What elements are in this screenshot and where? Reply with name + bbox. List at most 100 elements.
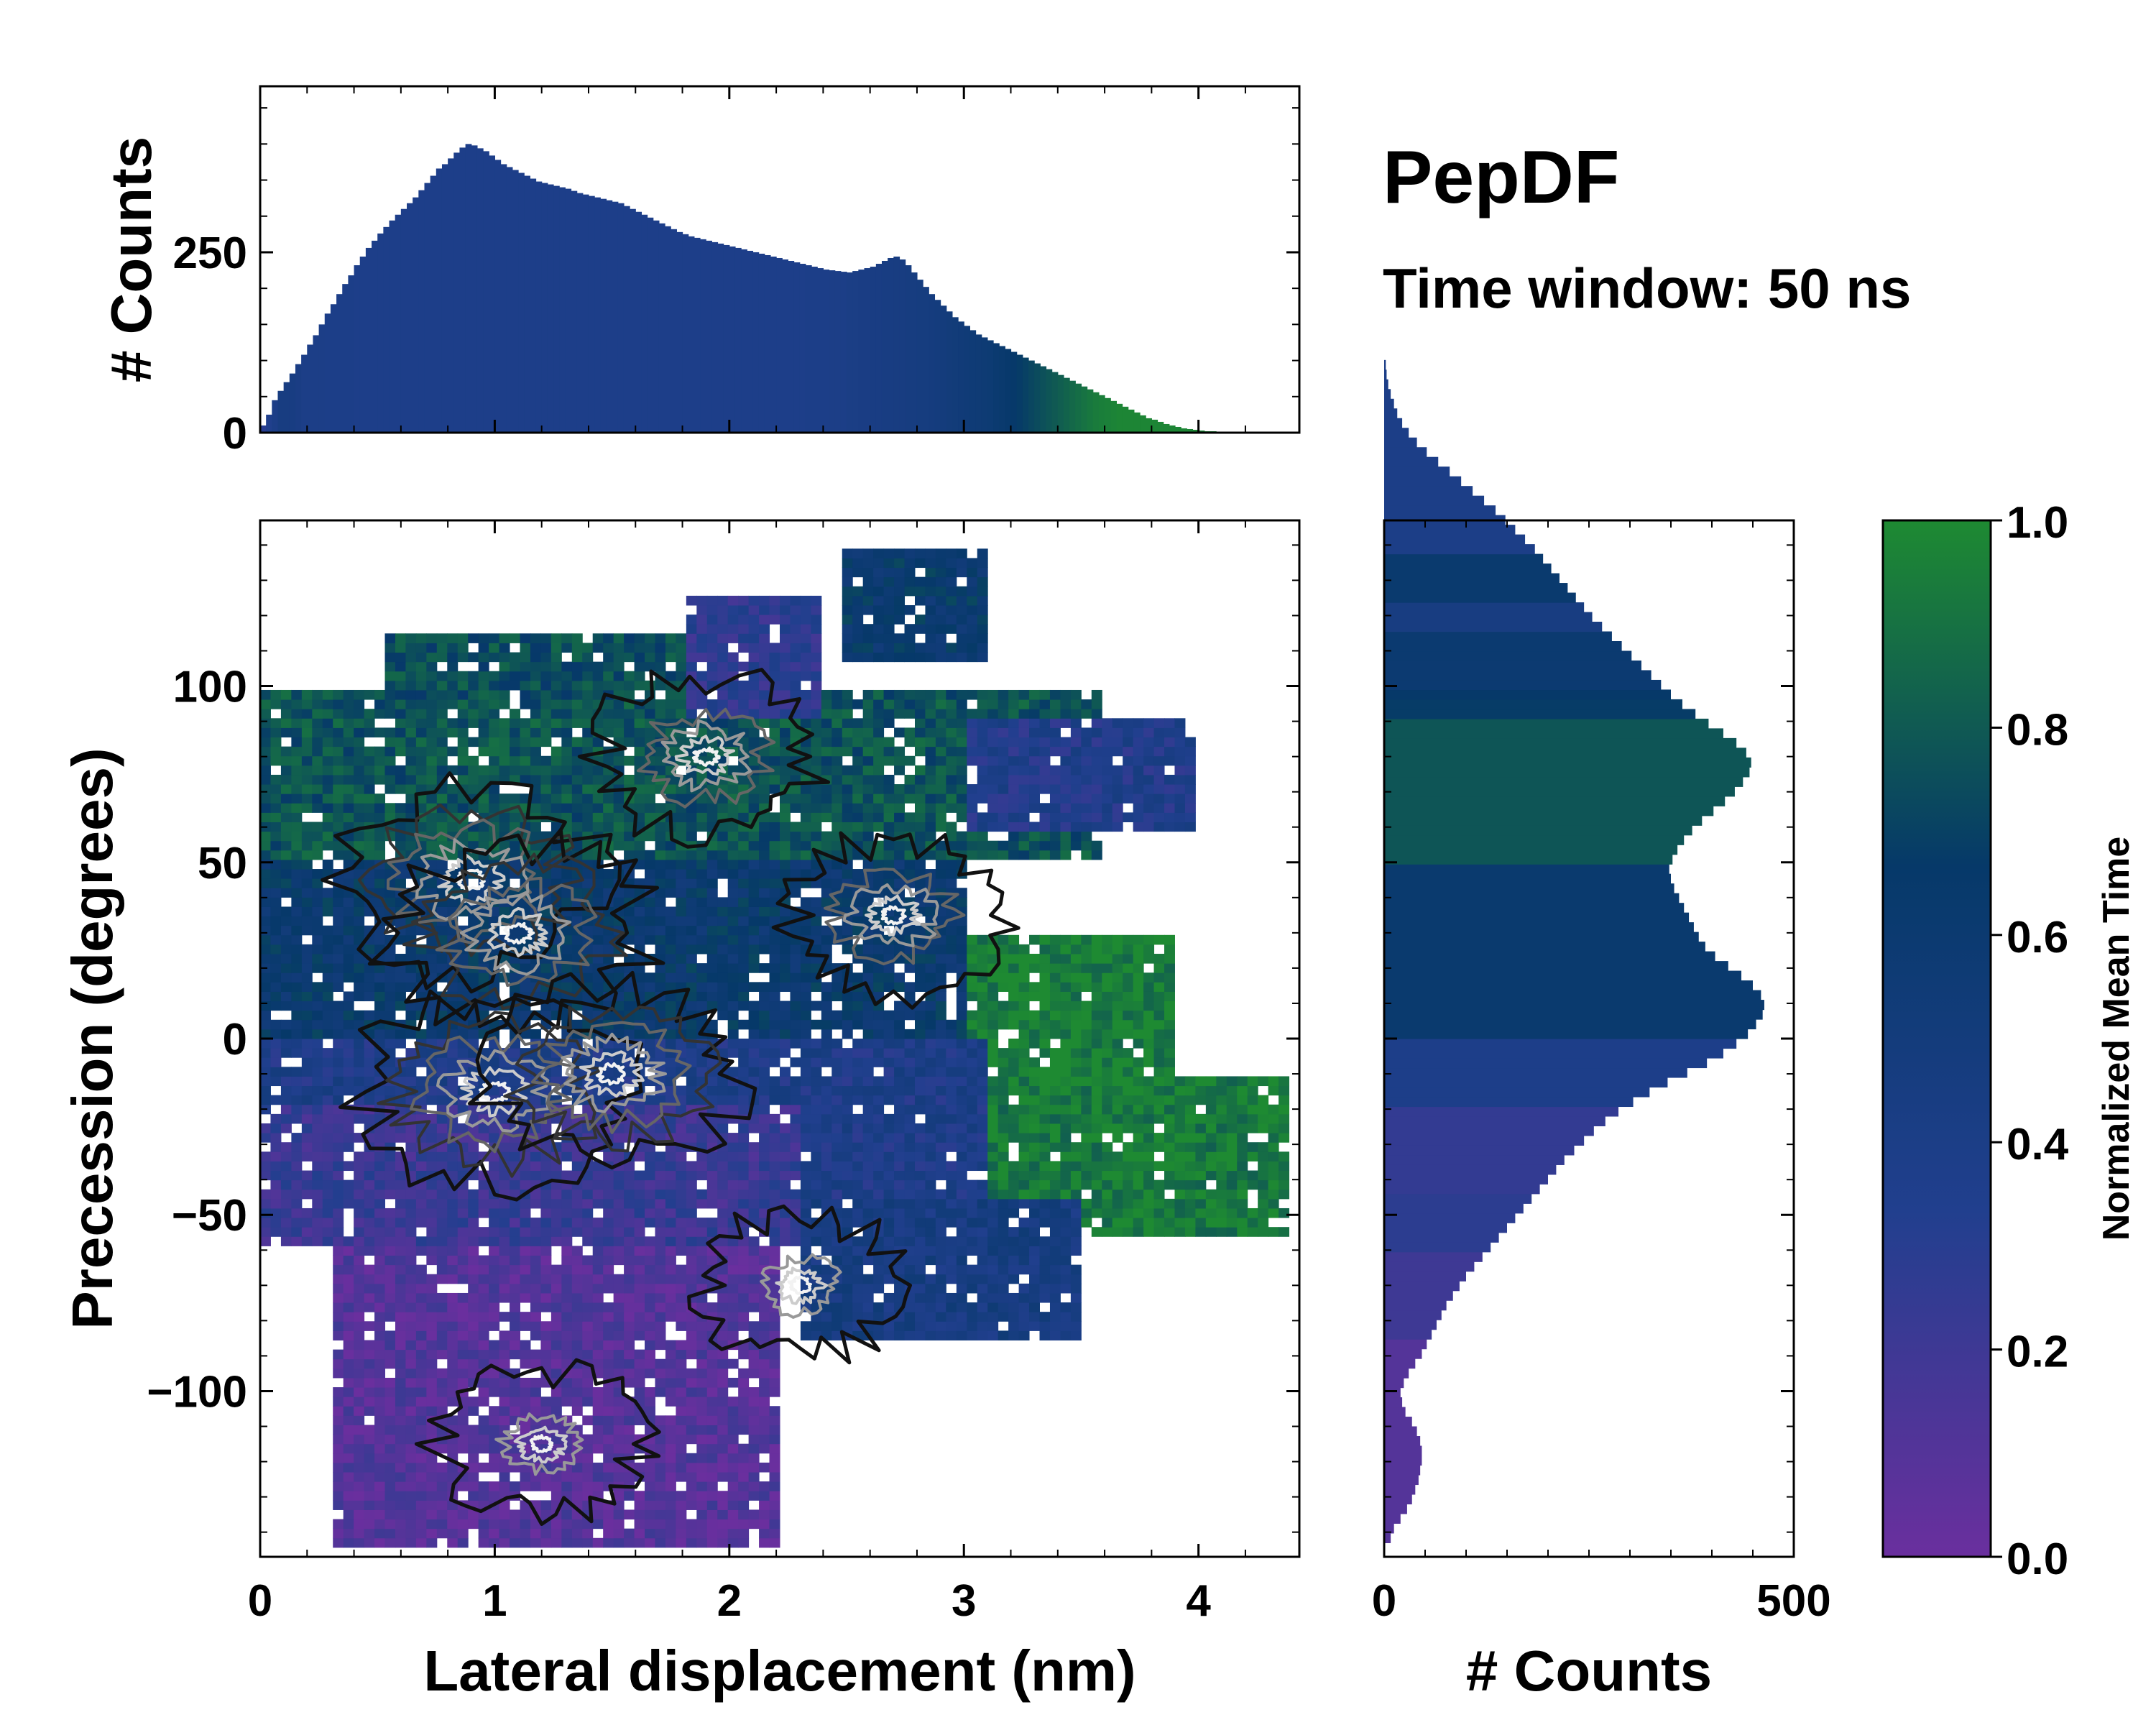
heatmap-cell [821,1057,832,1067]
heatmap-cell [1081,1039,1092,1049]
heatmap-cell [676,1425,687,1435]
heatmap-cell [405,1010,417,1021]
heatmap-cell [603,1208,614,1218]
heatmap-cell [1123,1218,1134,1228]
heatmap-cell [1153,1104,1165,1115]
heatmap-cell [665,1462,676,1473]
heatmap-cell [322,906,333,917]
heatmap-cell [301,1218,313,1228]
heatmap-cell [457,906,469,917]
heatmap-cell [727,1085,739,1096]
heatmap-cell [624,1218,635,1228]
heatmap-cell [592,1462,604,1473]
heatmap-cell [696,1255,708,1266]
heatmap-cell [696,906,708,917]
top-histogram-bar [1051,372,1059,433]
heatmap-cell [1112,1123,1123,1133]
heatmap-cell [686,1067,697,1077]
heatmap-cell [935,1151,946,1162]
heatmap-cell [530,1095,541,1105]
heatmap-cell [977,1161,988,1172]
heatmap-cell [624,1283,635,1294]
heatmap-cell [260,1085,271,1096]
top-histogram-bar [799,264,806,433]
heatmap-cell [727,1491,739,1501]
heatmap-cell [665,1397,676,1407]
heatmap-cell [1039,1104,1051,1115]
heatmap-cell [447,1397,459,1407]
top-histogram-bar [858,270,865,433]
heatmap-cell [1070,1283,1082,1294]
heatmap-cell [1112,1198,1123,1209]
heatmap-cell [520,1519,531,1530]
heatmap-cell [862,1292,874,1303]
heatmap-cell [457,1349,469,1360]
heatmap-cell [1133,1123,1144,1133]
heatmap-cell [582,1208,594,1218]
heatmap-cell [977,1048,988,1058]
heatmap-cell [894,1179,906,1190]
heatmap-cell [374,1029,386,1039]
heatmap-cell [676,1387,687,1397]
heatmap-cell [706,1358,718,1369]
heatmap-cell [967,1161,978,1172]
heatmap-cell [1174,1123,1186,1133]
heatmap-cell [1060,1218,1072,1228]
heatmap-cell [727,916,739,926]
heatmap-cell [831,1048,843,1058]
heatmap-cell [550,1340,562,1351]
heatmap-cell [333,1519,344,1530]
heatmap-cell [1049,1067,1061,1077]
heatmap-cell [1123,1142,1134,1152]
heatmap-cell [769,1434,780,1445]
heatmap-cell [333,1481,344,1491]
heatmap-cell [270,897,282,907]
heatmap-cell [717,972,729,983]
heatmap-cell [1133,1170,1144,1181]
heatmap-cell [436,954,448,964]
heatmap-cell [727,1095,739,1105]
heatmap-cell [1133,972,1144,983]
heatmap-cell [1091,1000,1102,1011]
heatmap-cell [987,1151,999,1162]
heatmap-cell [520,897,531,907]
heatmap-cell [1216,1198,1227,1209]
heatmap-cell [520,963,531,973]
heatmap-cell [1102,1218,1113,1228]
heatmap-cell [904,1255,916,1266]
heatmap-cell [415,1283,427,1294]
heatmap-cell [727,1425,739,1435]
heatmap-cell [550,1397,562,1407]
heatmap-cell [468,1321,479,1331]
heatmap-cell [1008,1161,1020,1172]
heatmap-cell [322,1029,333,1039]
heatmap-cell [1029,1283,1040,1294]
heatmap-cell [800,1227,811,1237]
heatmap-cell [354,963,365,973]
heatmap-cell [873,1039,885,1049]
heatmap-cell [592,1330,604,1340]
heatmap-cell [561,1208,573,1218]
heatmap-cell [1268,1161,1279,1172]
heatmap-cell [780,1095,791,1105]
heatmap-cell [634,1274,645,1284]
heatmap-cell [1008,1312,1020,1322]
heatmap-cell [550,1330,562,1340]
heatmap-cell [478,1198,489,1209]
heatmap-cell [665,1029,676,1039]
heatmap-cell [1039,1198,1051,1209]
heatmap-cell [914,1029,926,1039]
heatmap-cell [727,1000,739,1011]
heatmap-cell [956,934,967,945]
heatmap-cell [967,1104,978,1115]
heatmap-cell [343,1010,354,1021]
heatmap-cell [967,1321,978,1331]
heatmap-cell [676,944,687,954]
heatmap-cell [468,1443,479,1454]
heatmap-cell [561,944,573,954]
heatmap-cell [935,1029,946,1039]
heatmap-cell [571,1340,583,1351]
heatmap-cell [1060,1283,1072,1294]
heatmap-cell [748,1491,760,1501]
heatmap-cell [1029,982,1040,992]
